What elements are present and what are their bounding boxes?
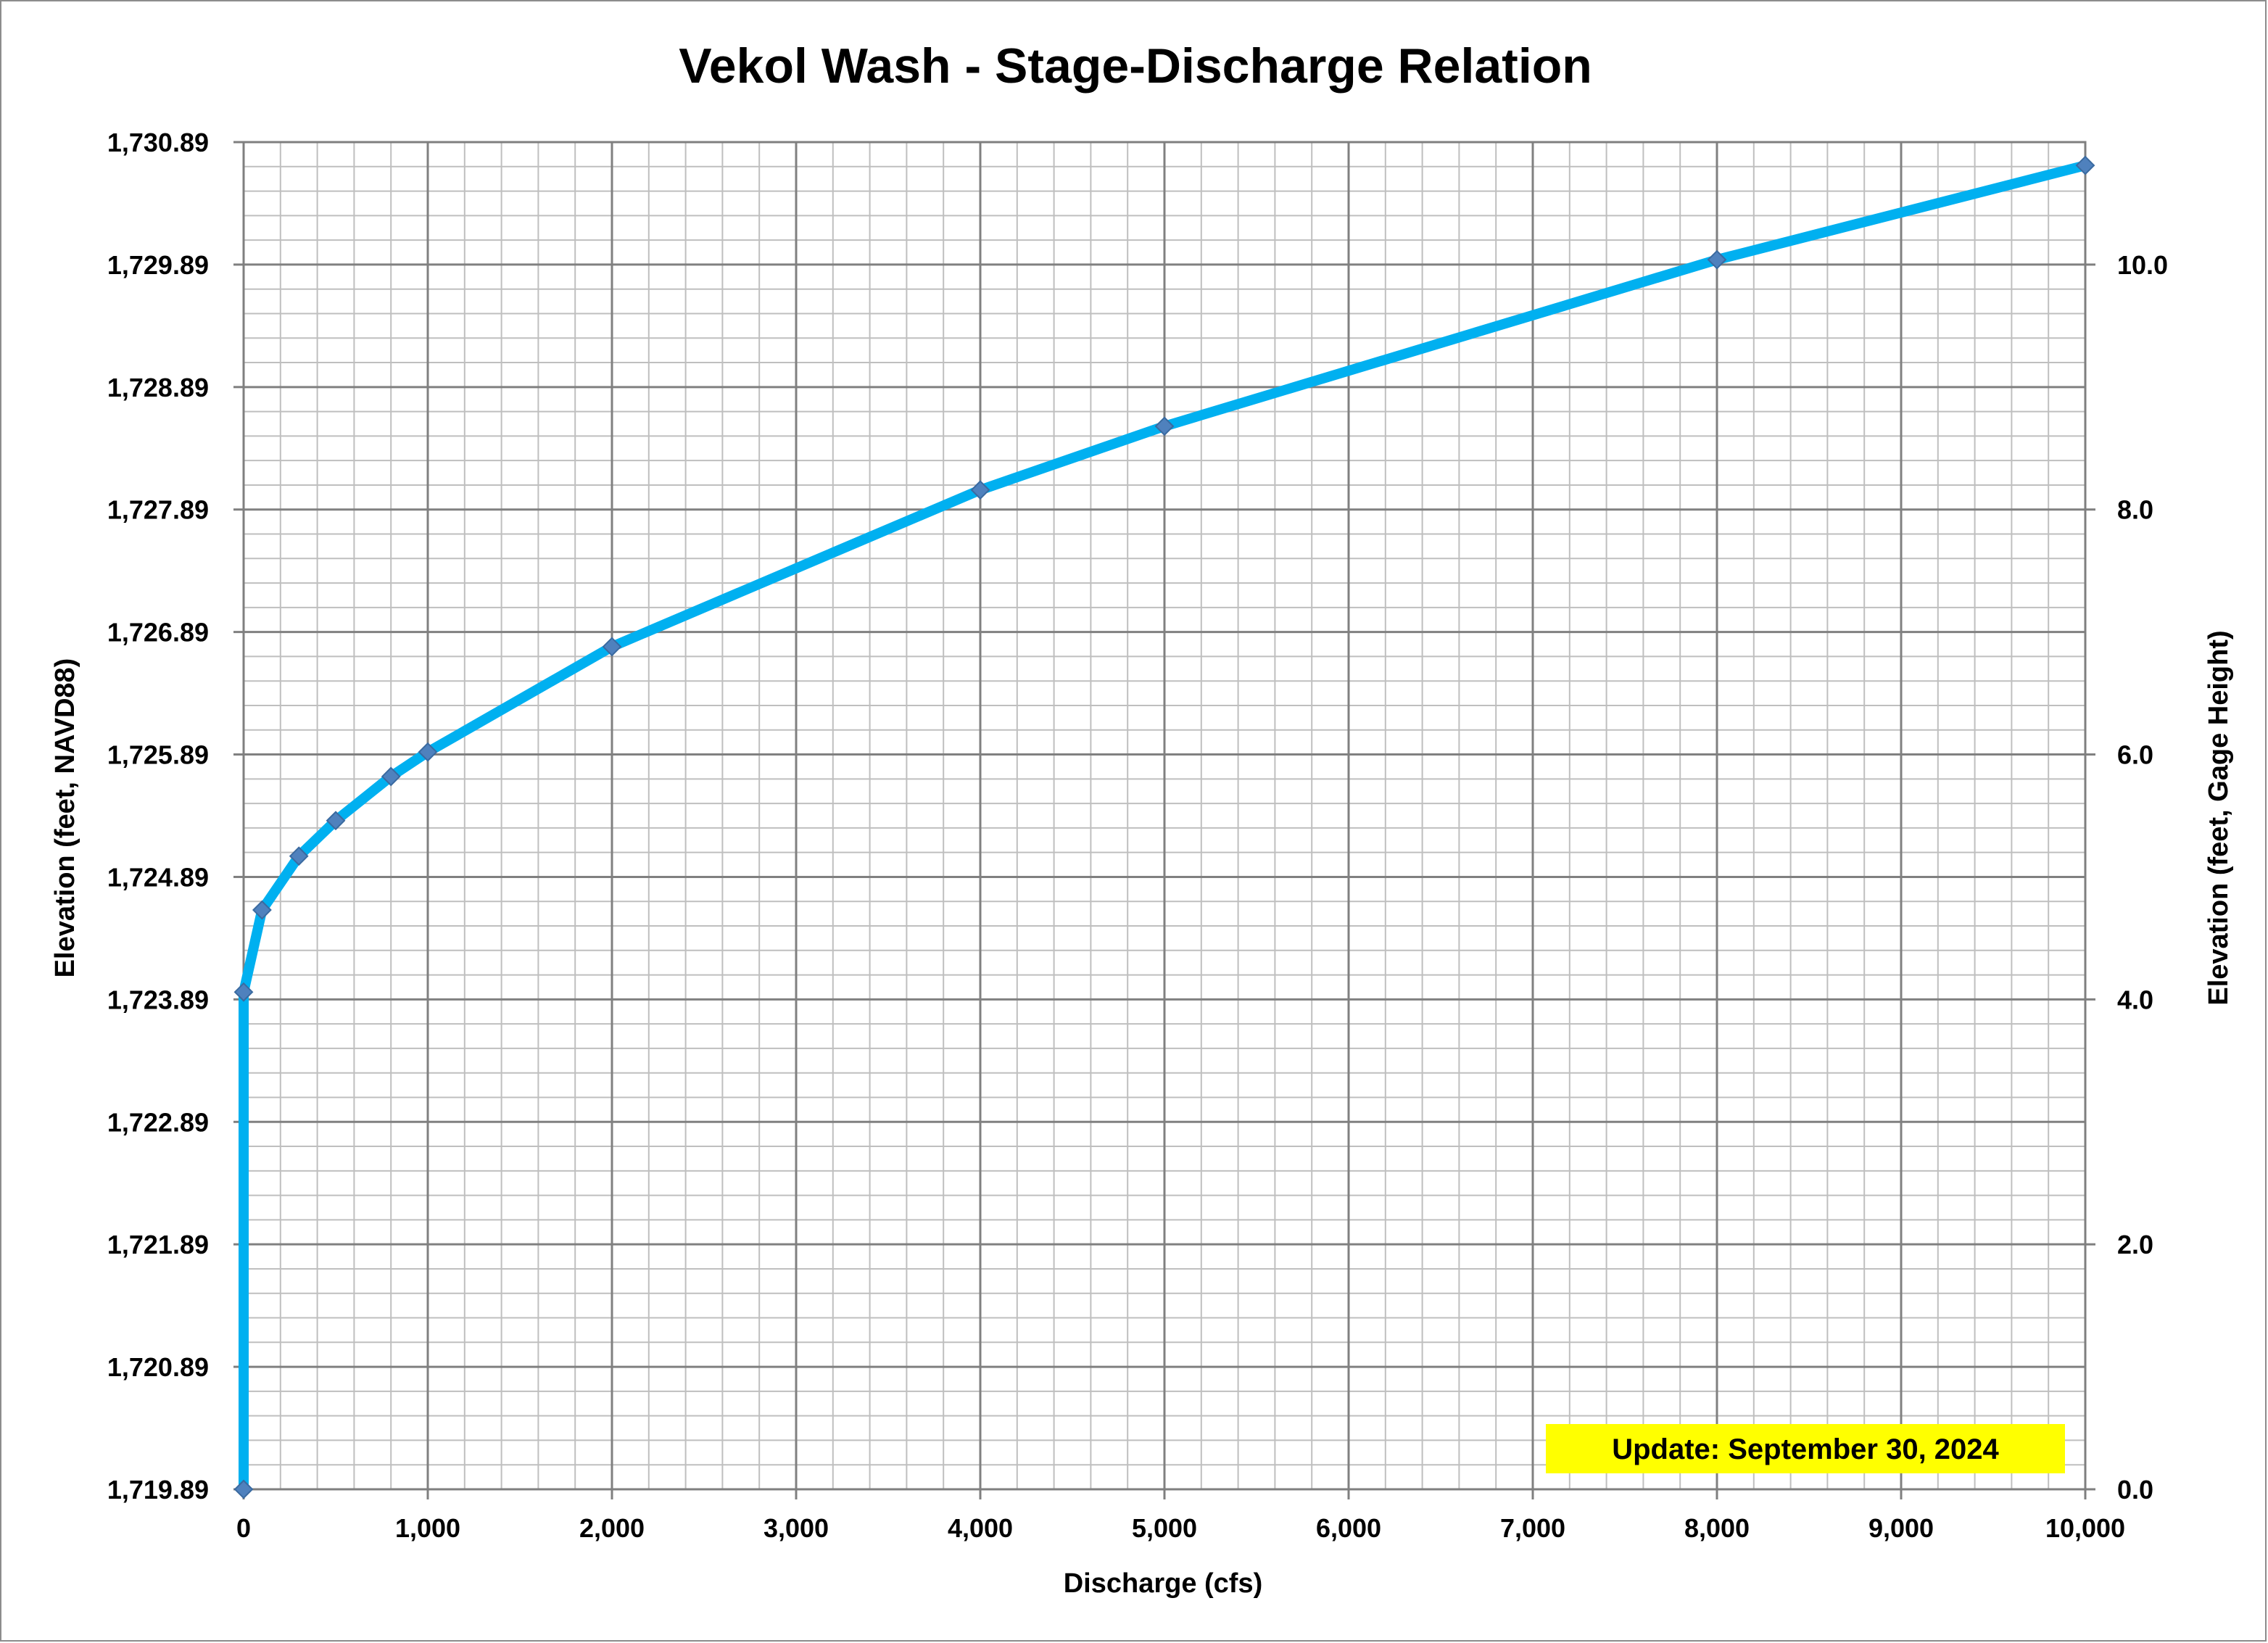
y2-tick-label: 2.0 xyxy=(2117,1230,2153,1259)
x-tick-label: 8,000 xyxy=(1684,1513,1750,1543)
y-tick-label: 1,729.89 xyxy=(107,250,209,280)
x-tick-label: 10,000 xyxy=(2045,1513,2125,1543)
y-axis-label: Elevation (feet, NAVD88) xyxy=(50,658,80,978)
x-axis-label: Discharge (cfs) xyxy=(1064,1568,1263,1599)
x-tick-label: 1,000 xyxy=(395,1513,460,1543)
data-point xyxy=(252,900,272,920)
data-point xyxy=(289,846,309,866)
x-axis: 0 1,000 2,000 3,000 4,000 5,000 6,000 7,000 8,00… xyxy=(236,1489,2125,1543)
data-point xyxy=(233,982,254,1002)
major-grid xyxy=(242,141,2087,1491)
y-tick-label: 1,724.89 xyxy=(107,862,209,892)
x-tick-label: 5,000 xyxy=(1132,1513,1197,1543)
x-tick-label: 7,000 xyxy=(1500,1513,1565,1543)
rating-curve-series xyxy=(233,155,2095,1499)
data-point xyxy=(233,1479,254,1499)
y-tick-label: 1,723.89 xyxy=(107,985,209,1014)
x-tick-label: 6,000 xyxy=(1316,1513,1381,1543)
y2-axis-label: Elevation (feet, Gage Height) xyxy=(2203,630,2234,1005)
y2-tick-label: 4.0 xyxy=(2117,985,2153,1014)
x-tick-label: 2,000 xyxy=(579,1513,645,1543)
y-tick-label: 1,722.89 xyxy=(107,1107,209,1137)
x-tick-label: 3,000 xyxy=(763,1513,829,1543)
y-tick-label: 1,719.89 xyxy=(107,1475,209,1505)
y-tick-label: 1,727.89 xyxy=(107,495,209,525)
data-point xyxy=(326,811,346,831)
data-point xyxy=(970,480,990,500)
y-tick-label: 1,725.89 xyxy=(107,740,209,770)
x-tick-label: 9,000 xyxy=(1868,1513,1934,1543)
y-tick-label: 1,720.89 xyxy=(107,1352,209,1382)
y2-tick-label: 10.0 xyxy=(2117,250,2168,280)
y2-tick-label: 0.0 xyxy=(2117,1475,2153,1505)
data-point xyxy=(2075,155,2095,175)
y-axis-left: 1,719.89 1,720.89 1,721.89 1,722.89 1,723.89… xyxy=(107,128,244,1505)
x-tick-label: 4,000 xyxy=(948,1513,1013,1543)
y-tick-label: 1,726.89 xyxy=(107,618,209,647)
y-tick-label: 1,721.89 xyxy=(107,1230,209,1259)
data-point xyxy=(381,766,401,787)
annotation-text: Update: September 30, 2024 xyxy=(1612,1433,1999,1465)
y2-tick-label: 8.0 xyxy=(2117,495,2153,525)
data-point xyxy=(418,742,438,762)
y-tick-label: 1,730.89 xyxy=(107,128,209,157)
series-line xyxy=(239,160,2090,1494)
x-tick-label: 0 xyxy=(236,1513,251,1543)
data-point xyxy=(602,637,622,657)
annotation-box xyxy=(1546,1424,2065,1473)
data-point xyxy=(1707,249,1727,270)
y2-tick-label: 6.0 xyxy=(2117,740,2153,770)
chart-title: Vekol Wash - Stage-Discharge Relation xyxy=(679,38,1592,94)
update-annotation: Update: September 30, 2024 xyxy=(1546,1424,2065,1473)
data-point xyxy=(1154,416,1175,436)
y-axis-right: 0.0 2.0 4.0 6.0 8.0 10.0 xyxy=(2085,250,2168,1505)
y-tick-label: 1,728.89 xyxy=(107,373,209,402)
